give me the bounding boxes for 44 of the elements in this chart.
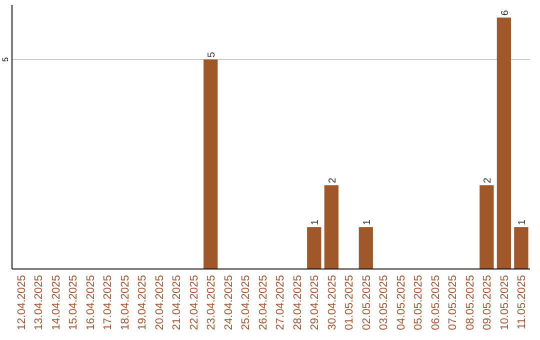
data-label: 6 <box>500 10 511 16</box>
data-label: 1 <box>517 219 528 226</box>
x-tick-label: 17.04.2025 <box>102 275 114 330</box>
x-tick-label: 30.04.2025 <box>326 275 338 330</box>
data-label: 2 <box>482 177 494 184</box>
x-tick-label: 26.04.2025 <box>257 275 270 330</box>
x-tick-label: 01.05.2025 <box>344 275 356 330</box>
data-label: 5 <box>206 51 218 58</box>
x-tick-label: 29.04.2025 <box>309 275 322 330</box>
data-label: 2 <box>327 177 338 184</box>
x-tick-label: 07.05.2025 <box>447 275 460 330</box>
bar <box>480 185 494 269</box>
x-tick-label: 04.05.2025 <box>395 275 408 330</box>
bar <box>496 18 512 269</box>
x-tick-label: 09.05.2025 <box>482 275 494 330</box>
x-tick-label: 16.04.2025 <box>84 275 97 330</box>
x-tick-label: 24.04.2025 <box>222 275 235 330</box>
x-tick-label: 28.04.2025 <box>292 275 304 330</box>
x-tick-label: 14.04.2025 <box>50 275 62 330</box>
x-tick-label: 02.05.2025 <box>360 275 373 330</box>
x-tick-label: 12.04.2025 <box>16 275 28 330</box>
bar <box>204 59 218 269</box>
x-tick-label: 13.04.2025 <box>33 275 46 330</box>
x-tick-label: 10.05.2025 <box>498 275 511 330</box>
bar <box>358 227 373 269</box>
bar <box>514 227 528 269</box>
bar <box>307 227 322 269</box>
x-tick-label: 06.05.2025 <box>430 275 442 330</box>
x-tick-label: 11.05.2025 <box>516 275 528 330</box>
x-tick-label: 27.04.2025 <box>274 275 287 330</box>
data-label: 1 <box>362 219 373 226</box>
x-tick-label: 21.04.2025 <box>171 275 184 330</box>
x-tick-label: 22.04.2025 <box>188 275 200 330</box>
x-tick-label: 20.04.2025 <box>154 275 166 330</box>
x-tick-label: 15.04.2025 <box>68 275 80 330</box>
x-tick-label: 23.04.2025 <box>206 275 218 330</box>
x-tick-label: 03.05.2025 <box>378 275 390 330</box>
data-label: 1 <box>310 219 322 226</box>
x-tick-label: 25.04.2025 <box>240 275 252 330</box>
bar <box>324 185 338 269</box>
x-tick-label: 08.05.2025 <box>464 275 476 330</box>
x-tick-label: 18.04.2025 <box>119 275 132 330</box>
x-tick-label: 05.05.2025 <box>412 275 425 330</box>
x-tick-label: 19.04.2025 <box>136 275 149 330</box>
